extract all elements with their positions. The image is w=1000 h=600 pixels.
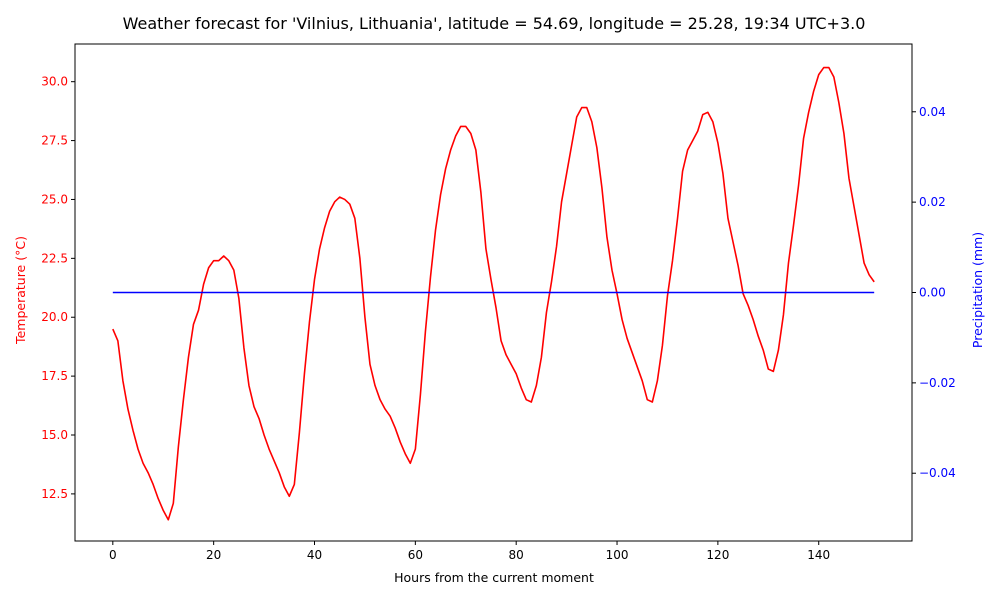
y-left-tick-label: 12.5 xyxy=(41,487,68,501)
x-tick-label: 100 xyxy=(606,548,629,562)
y-left-tick-label: 15.0 xyxy=(41,428,68,442)
x-tick-label: 40 xyxy=(307,548,322,562)
x-tick-label: 0 xyxy=(109,548,117,562)
y-left-axis-label: Temperature (°C) xyxy=(13,236,28,345)
y-right-tick-label: −0.04 xyxy=(919,466,956,480)
x-tick-label: 80 xyxy=(509,548,524,562)
y-right-axis-label: Precipitation (mm) xyxy=(970,232,985,348)
y-right-tick-label: 0.00 xyxy=(919,286,946,300)
y-left-tick-label: 30.0 xyxy=(41,75,68,89)
y-right-tick-label: 0.04 xyxy=(919,105,946,119)
x-tick-label: 140 xyxy=(807,548,830,562)
y-left-tick-label: 25.0 xyxy=(41,192,68,206)
y-left-tick-label: 27.5 xyxy=(41,134,68,148)
x-tick-label: 60 xyxy=(408,548,423,562)
x-tick-label: 120 xyxy=(706,548,729,562)
y-left-tick-label: 20.0 xyxy=(41,310,68,324)
y-right-tick-label: −0.02 xyxy=(919,376,956,390)
y-left-tick-label: 17.5 xyxy=(41,369,68,383)
y-left-tick-label: 22.5 xyxy=(41,251,68,265)
x-tick-label: 20 xyxy=(206,548,221,562)
temperature-line xyxy=(112,66,875,521)
x-axis-label: Hours from the current moment xyxy=(394,570,594,585)
chart-title: Weather forecast for 'Vilnius, Lithuania… xyxy=(123,14,866,33)
y-right-tick-label: 0.02 xyxy=(919,195,946,209)
